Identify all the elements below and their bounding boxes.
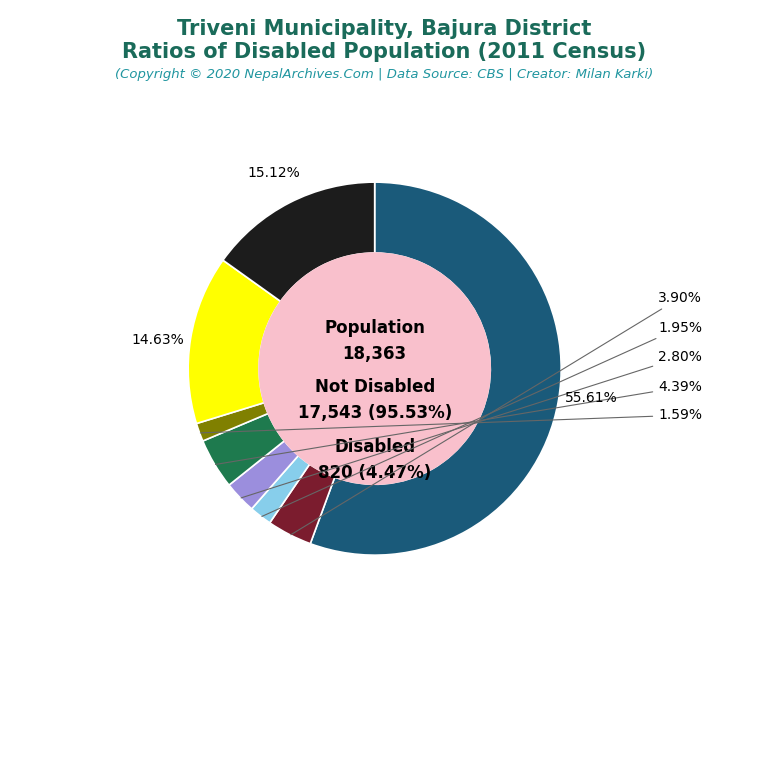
Text: 3.90%: 3.90% xyxy=(291,291,702,535)
Text: Disabled: Disabled xyxy=(334,438,415,456)
Text: 4.39%: 4.39% xyxy=(216,380,702,465)
Circle shape xyxy=(259,253,490,485)
Text: Triveni Municipality, Bajura District: Triveni Municipality, Bajura District xyxy=(177,19,591,39)
Text: 820 (4.47%): 820 (4.47%) xyxy=(318,464,432,482)
Text: Population: Population xyxy=(324,319,425,336)
Text: 14.63%: 14.63% xyxy=(131,333,184,347)
Text: 17,543 (95.53%): 17,543 (95.53%) xyxy=(297,405,452,422)
Text: (Copyright © 2020 NepalArchives.Com | Data Source: CBS | Creator: Milan Karki): (Copyright © 2020 NepalArchives.Com | Da… xyxy=(115,68,653,81)
Text: 2.80%: 2.80% xyxy=(241,350,702,498)
Wedge shape xyxy=(229,441,299,509)
Text: Ratios of Disabled Population (2011 Census): Ratios of Disabled Population (2011 Cens… xyxy=(122,42,646,62)
Wedge shape xyxy=(188,260,280,423)
Text: 15.12%: 15.12% xyxy=(247,166,300,180)
Wedge shape xyxy=(310,182,561,555)
Text: 1.59%: 1.59% xyxy=(200,409,702,433)
Text: 1.95%: 1.95% xyxy=(262,320,702,516)
Wedge shape xyxy=(252,455,310,523)
Wedge shape xyxy=(270,464,335,544)
Wedge shape xyxy=(203,413,284,485)
Text: Not Disabled: Not Disabled xyxy=(315,379,435,396)
Text: 55.61%: 55.61% xyxy=(565,391,617,405)
Text: 18,363: 18,363 xyxy=(343,345,407,362)
Wedge shape xyxy=(223,182,375,301)
Wedge shape xyxy=(197,402,268,441)
